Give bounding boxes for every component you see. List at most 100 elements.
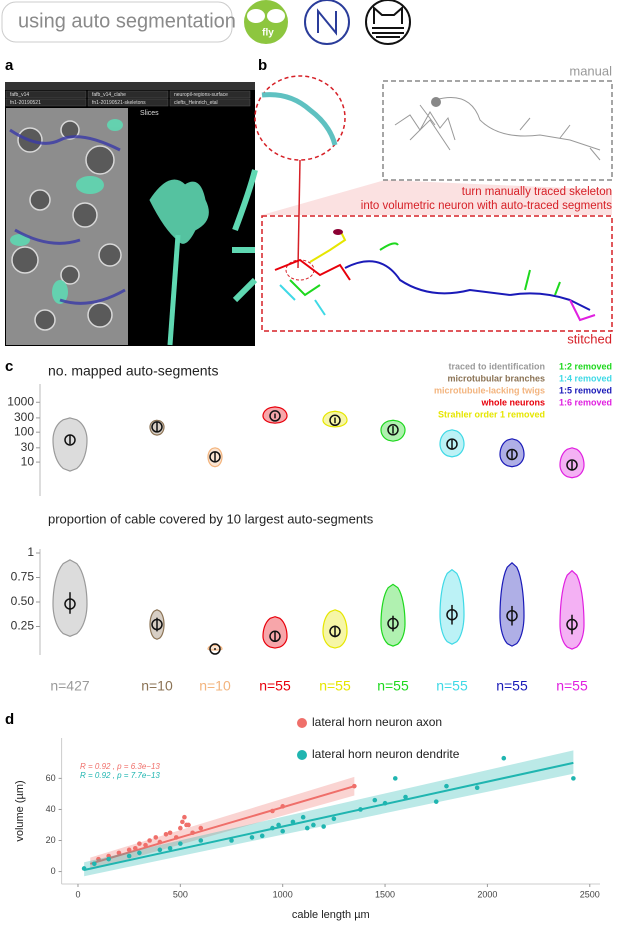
median xyxy=(566,459,578,471)
y-tick-label: 10 xyxy=(21,454,35,468)
legend-swatch xyxy=(297,750,307,760)
point xyxy=(173,835,179,840)
neuron-3d xyxy=(149,169,258,346)
connector-wedge xyxy=(262,180,612,215)
point xyxy=(352,783,357,789)
point xyxy=(96,856,101,862)
layer-tab xyxy=(87,98,169,107)
median xyxy=(329,414,341,427)
point xyxy=(126,853,132,859)
zoom-ellipse xyxy=(254,75,346,161)
cat-icon-glyph xyxy=(372,5,404,38)
layer-tab xyxy=(87,90,169,99)
median xyxy=(329,625,341,638)
point xyxy=(372,797,378,803)
median xyxy=(566,618,578,631)
y-tick-label: 1000 xyxy=(7,394,34,408)
median xyxy=(387,617,399,630)
legend-entry: lateral horn neuron axon xyxy=(312,715,442,729)
layer-tab xyxy=(5,98,87,107)
point xyxy=(167,845,173,851)
layer-tab-label: fn1-20190521-skeletons xyxy=(92,100,146,106)
panel-a: Slices xyxy=(5,82,258,346)
x-tick-label: 2500 xyxy=(580,889,600,899)
viewer-top-bar xyxy=(5,82,255,90)
y-tick-label: 20 xyxy=(46,835,56,845)
point xyxy=(167,830,173,836)
n-label: n=55 xyxy=(259,678,291,694)
point xyxy=(311,822,316,828)
point xyxy=(433,799,439,804)
point xyxy=(132,845,138,851)
median xyxy=(64,598,76,610)
fly-icon-label: fly xyxy=(262,28,274,39)
zoom-neuron xyxy=(261,92,338,146)
em-texture xyxy=(11,120,122,331)
panel-label: c xyxy=(5,358,13,375)
legend-entry: Strahler order 1 removed xyxy=(438,409,545,419)
median xyxy=(506,448,518,461)
stitched-label: stitched xyxy=(567,331,612,346)
median xyxy=(269,410,281,422)
median xyxy=(151,421,163,433)
point xyxy=(137,841,142,846)
legend-swatch xyxy=(297,718,307,728)
point xyxy=(106,856,111,862)
point xyxy=(126,847,132,853)
window-title: Slices xyxy=(140,110,159,117)
layer-tab xyxy=(169,90,251,99)
stitched-skeleton xyxy=(274,229,596,322)
n-label: n=55 xyxy=(496,678,528,694)
layer-tab-label: neuropil-regions-surface xyxy=(174,92,228,98)
legend-entry: 1:2 removed xyxy=(559,361,612,371)
y-tick-label: 0.50 xyxy=(11,594,35,608)
point xyxy=(147,838,152,843)
x-tick-label: 1500 xyxy=(375,889,395,899)
header-box xyxy=(1,1,233,43)
n-label: n=427 xyxy=(50,678,90,694)
point xyxy=(331,816,337,822)
n-label: n=55 xyxy=(556,678,588,694)
point xyxy=(304,825,310,831)
point xyxy=(300,814,306,820)
y-axis-title: volume (µm) xyxy=(14,780,26,841)
point xyxy=(249,835,255,840)
n-label: n=55 xyxy=(319,678,351,694)
median xyxy=(387,424,399,436)
layer-tab xyxy=(5,90,87,99)
median xyxy=(151,618,163,631)
point xyxy=(81,866,87,871)
point xyxy=(178,841,183,846)
y-tick-label: 100 xyxy=(14,424,34,438)
zoom-connector xyxy=(297,159,301,269)
distribution xyxy=(499,561,525,647)
chart-title: no. mapped auto-segments xyxy=(48,363,218,379)
point xyxy=(180,819,185,825)
point xyxy=(153,835,159,840)
manual-skeleton xyxy=(394,97,601,161)
layer-tab-label: clefts_Heinrich_etal xyxy=(174,100,218,106)
n-label: n=10 xyxy=(199,678,231,694)
point xyxy=(229,838,234,843)
point xyxy=(290,819,296,825)
em-skeleton xyxy=(9,128,126,305)
layer-tab-label: fn1-20190521 xyxy=(10,100,41,106)
point xyxy=(182,814,187,820)
point xyxy=(280,804,285,809)
n-icon-glyph xyxy=(317,8,337,36)
n-label: n=55 xyxy=(436,678,468,694)
point xyxy=(198,838,204,843)
median xyxy=(446,608,458,621)
legend-entry: microtubular branches xyxy=(447,373,545,383)
point xyxy=(270,825,275,831)
point xyxy=(392,776,398,781)
median xyxy=(506,609,518,622)
point xyxy=(178,825,183,831)
point xyxy=(444,783,449,789)
point xyxy=(276,822,281,828)
point xyxy=(157,839,163,845)
y-tick-label: 1 xyxy=(27,545,34,559)
x-tick-label: 1000 xyxy=(273,889,293,899)
y-tick-label: 30 xyxy=(21,440,35,454)
